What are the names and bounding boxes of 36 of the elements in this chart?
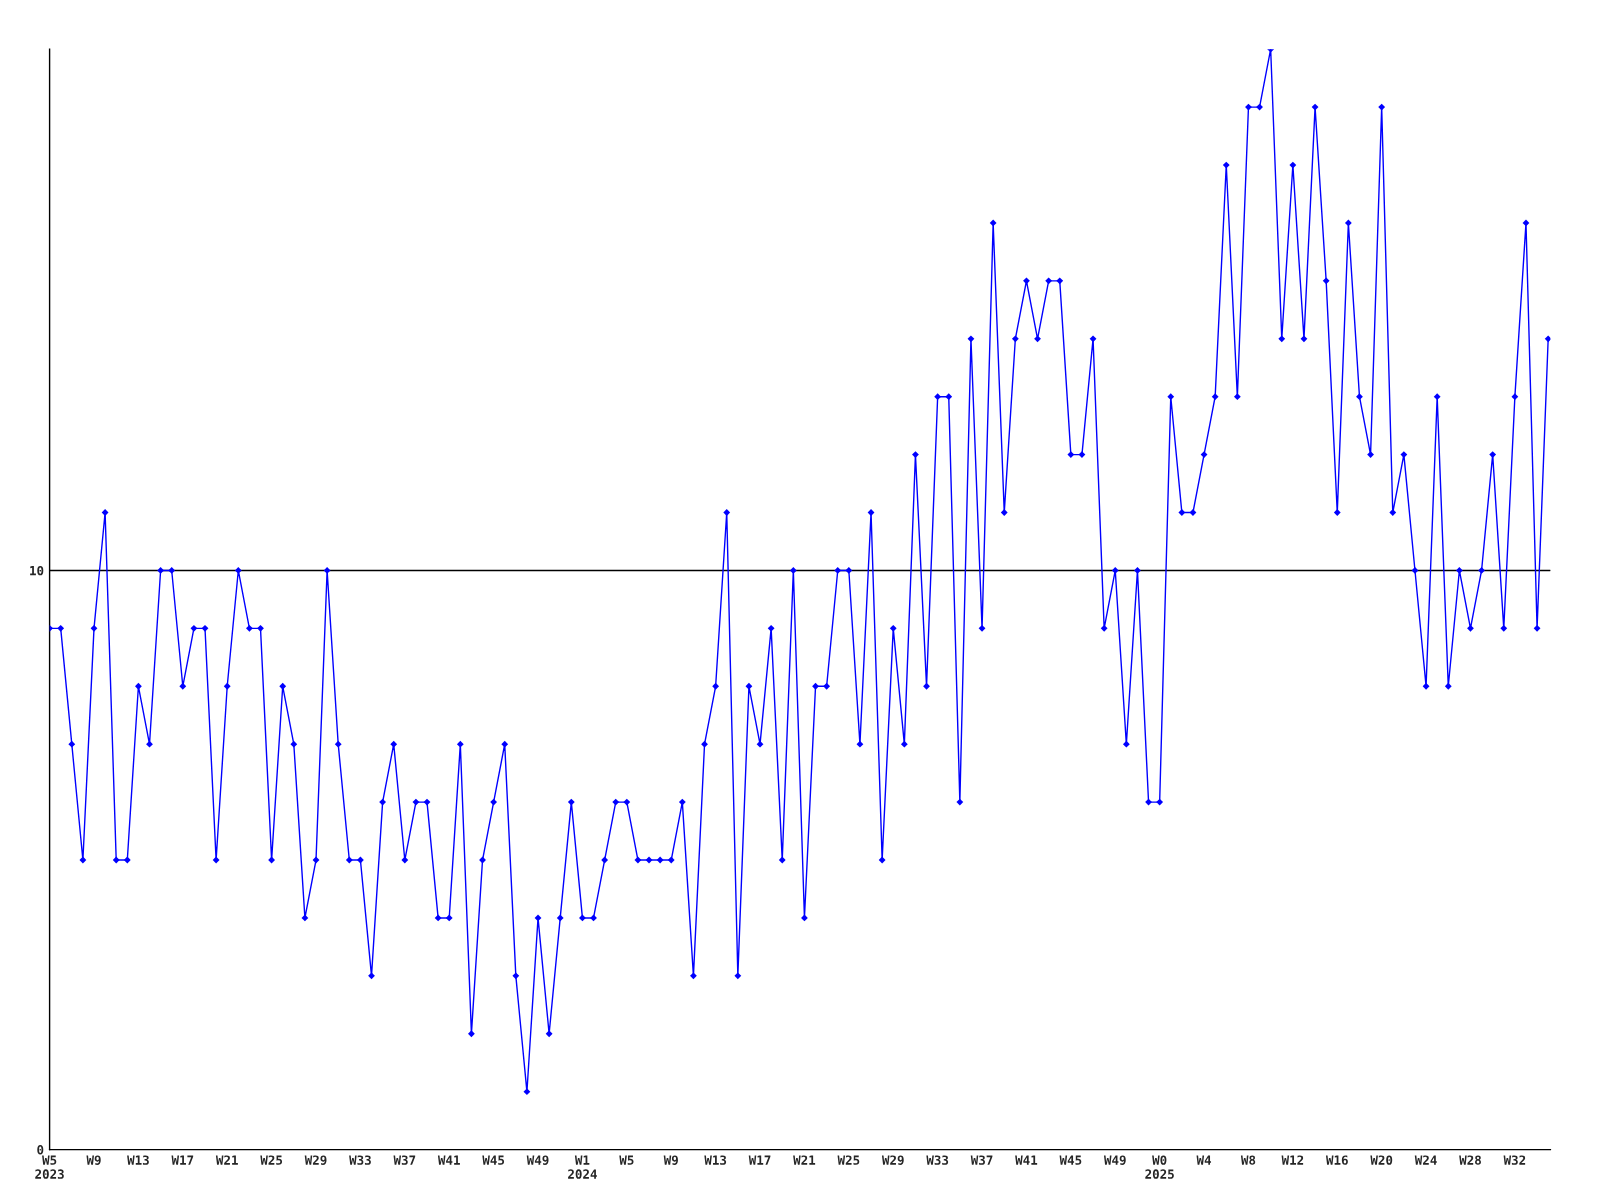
x-tick-label: W17 (171, 1155, 194, 1165)
x-tick-label: W8 (1240, 1155, 1256, 1165)
x-tick-label: W49 (1103, 1155, 1126, 1165)
x-tick-label: W28 (1459, 1155, 1481, 1165)
x-tick-label: W0 2025 (1145, 1155, 1174, 1179)
x-tick-label: W9 (86, 1155, 101, 1165)
x-tick-label: W45 (1059, 1155, 1082, 1165)
y-tick-label: 10 (30, 565, 44, 576)
x-tick-label: W5 (619, 1155, 634, 1165)
x-tick-label: W13 (704, 1155, 727, 1165)
x-tick-label: W21 (793, 1155, 816, 1165)
x-tick-label: W37 (970, 1155, 993, 1165)
x-tick-label: W33 (349, 1155, 371, 1165)
x-tick-label: W49 (526, 1155, 549, 1165)
x-tick-label: W21 (215, 1155, 238, 1165)
x-tick-label: W25 (837, 1155, 860, 1165)
y-tick-label: 0 (37, 1145, 44, 1155)
x-tick-label: W17 (748, 1155, 771, 1165)
x-tick-label: W12 (1281, 1155, 1304, 1165)
x-tick-label: W45 (482, 1155, 505, 1165)
x-tick-label: W13 (127, 1155, 149, 1165)
x-tick-label: W5 2023 (35, 1155, 64, 1179)
x-tick-label: W29 (881, 1155, 904, 1165)
x-tick-label: W16 (1325, 1155, 1348, 1165)
x-tick-label: W20 (1370, 1155, 1393, 1165)
x-tick-label: W29 (304, 1155, 327, 1165)
x-tick-label: W1 2024 (568, 1155, 597, 1179)
x-tick-label: W25 (260, 1155, 283, 1165)
x-tick-label: W41 (437, 1155, 460, 1165)
x-tick-label: W32 (1503, 1155, 1526, 1165)
x-tick-label: W4 (1196, 1155, 1212, 1165)
x-tick-label: W37 (393, 1155, 416, 1165)
x-tick-label: W41 (1015, 1155, 1038, 1165)
x-tick-label: W24 (1414, 1155, 1437, 1165)
x-tick-label: W33 (926, 1155, 949, 1165)
x-tick-label: W9 (663, 1155, 678, 1165)
